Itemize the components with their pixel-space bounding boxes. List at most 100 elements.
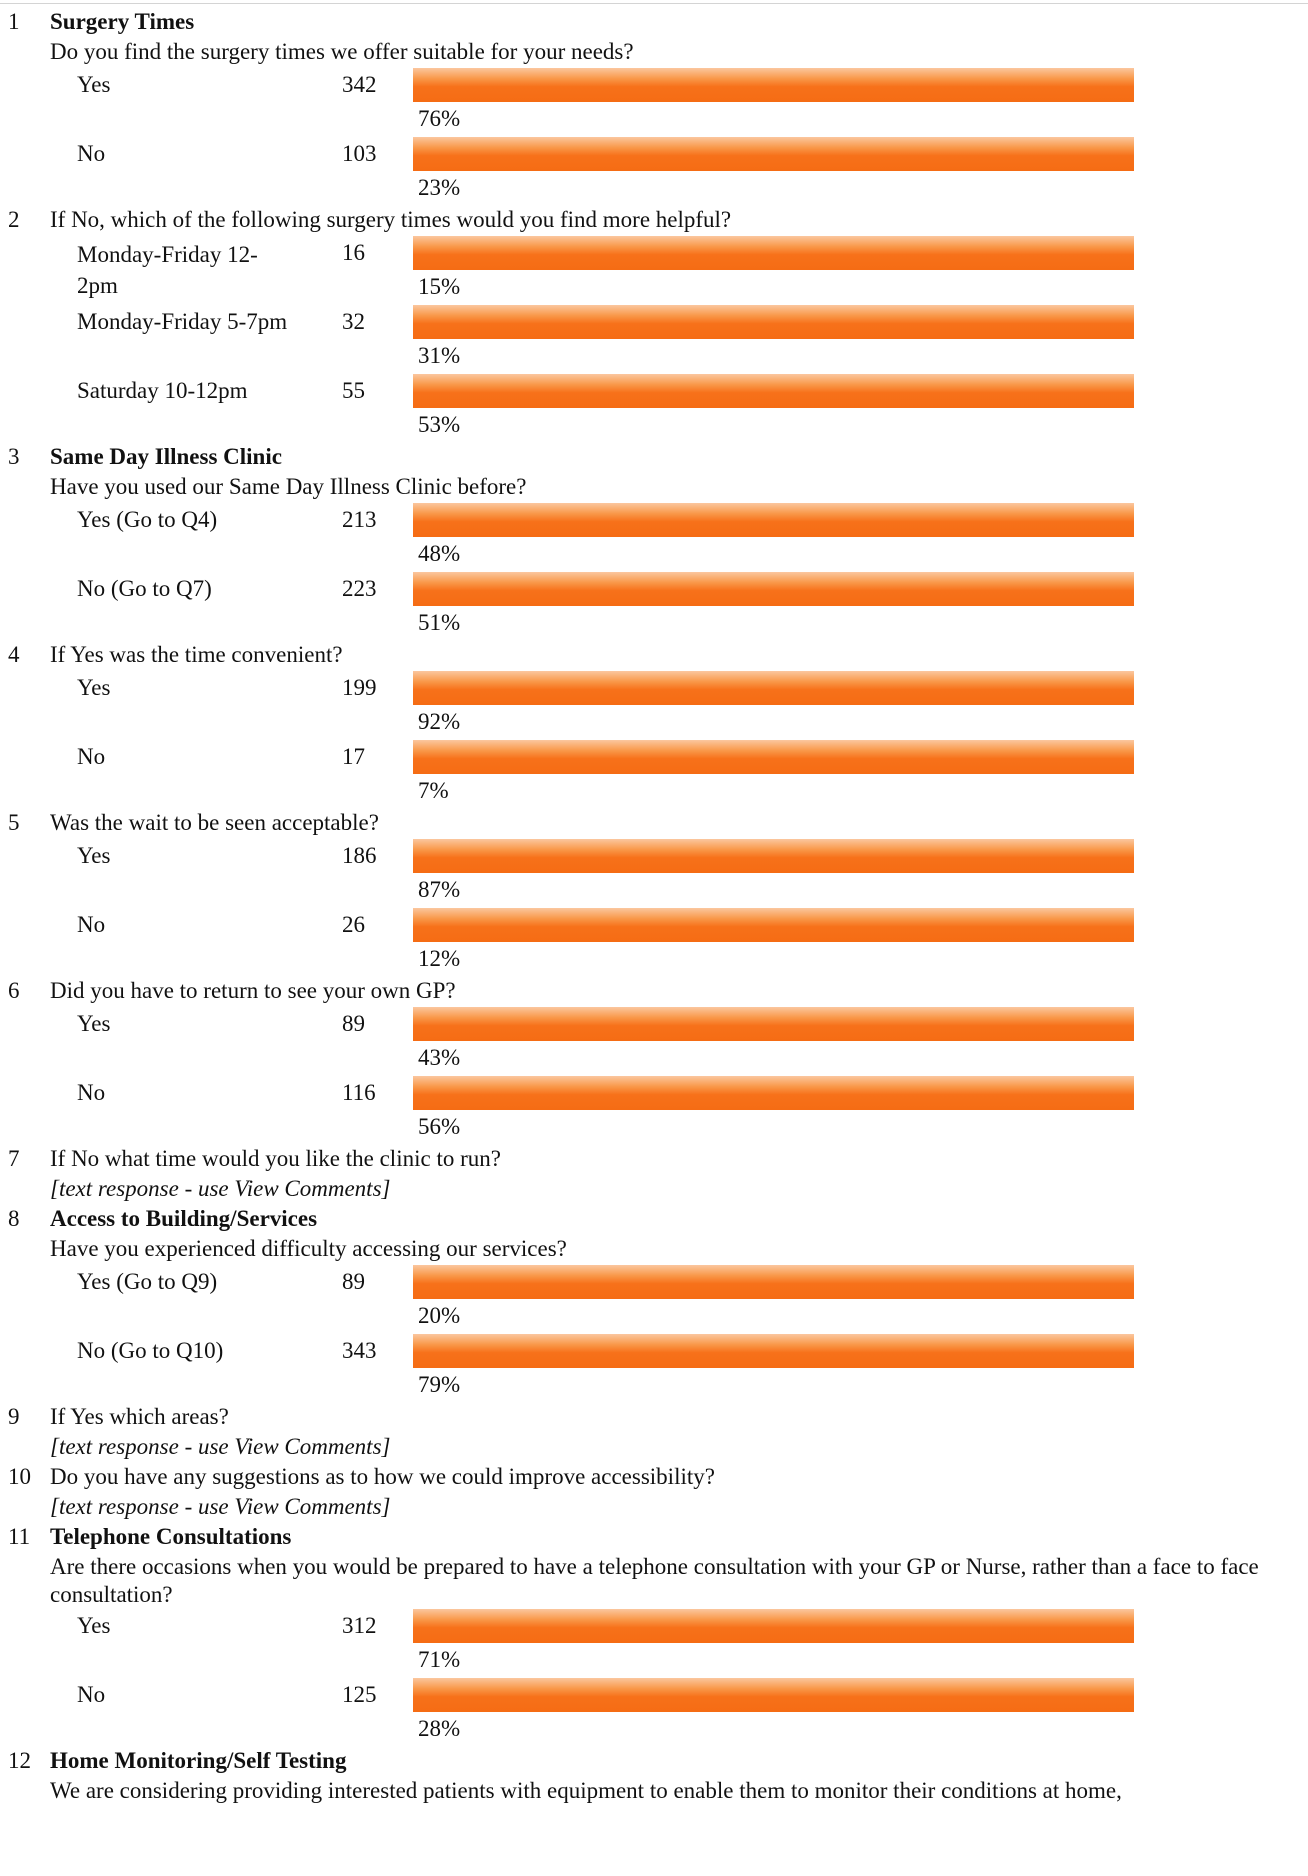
question-9: 9 If Yes which areas? [text response - u… (0, 1403, 1308, 1463)
answer-count: 223 (342, 576, 377, 601)
answer-row: No 17 7% (50, 740, 1308, 809)
question-2: 2 If No, which of the following surgery … (0, 206, 1308, 443)
text-response-note: [text response - use View Comments] (50, 1434, 391, 1459)
answer-percent: 79% (418, 1372, 461, 1397)
question-text: If No what time would you like the clini… (50, 1146, 501, 1171)
question-number: 11 (8, 1524, 31, 1549)
answer-percent: 20% (418, 1303, 461, 1328)
text-response-note: [text response - use View Comments] (50, 1176, 391, 1201)
answer-label: No (77, 1682, 106, 1707)
answer-percent: 71% (418, 1647, 461, 1672)
answer-bar (413, 1678, 1134, 1712)
question-4: 4 If Yes was the time convenient? Yes 19… (0, 641, 1308, 809)
answer-label: Saturday 10-12pm (77, 378, 248, 403)
answer-count: 312 (342, 1613, 377, 1638)
question-text: Do you have any suggestions as to how we… (50, 1464, 715, 1489)
answer-bar (413, 1334, 1134, 1368)
answer-percent: 15% (418, 274, 461, 299)
answer-count: 199 (342, 675, 377, 700)
answer-percent: 87% (418, 877, 461, 902)
answer-percent: 23% (418, 175, 461, 200)
question-title: Telephone Consultations (50, 1524, 292, 1549)
answer-bar (413, 1265, 1134, 1299)
question-number: 8 (8, 1206, 20, 1231)
answer-row: No 103 23% (50, 137, 1308, 206)
answer-row: No (Go to Q10) 343 79% (50, 1334, 1308, 1403)
answer-count: 89 (342, 1011, 365, 1036)
answer-label: No (Go to Q7) (77, 576, 212, 601)
answer-count: 26 (342, 912, 365, 937)
answer-label: Yes (77, 1613, 111, 1638)
question-text: Was the wait to be seen acceptable? (50, 810, 379, 835)
answer-label: Yes (77, 1011, 111, 1036)
answer-bar (413, 1007, 1134, 1041)
question-text: Are there occasions when you would be pr… (50, 1554, 1259, 1607)
question-8: 8 Access to Building/Services Have you e… (0, 1205, 1308, 1403)
question-text: If Yes was the time convenient? (50, 642, 343, 667)
answer-label: No (Go to Q10) (77, 1338, 224, 1363)
question-number: 5 (8, 810, 20, 835)
answer-label: Yes (Go to Q9) (77, 1269, 218, 1294)
answer-row: Monday-Friday 5-7pm 32 31% (50, 305, 1308, 374)
answer-percent: 92% (418, 709, 461, 734)
top-divider (0, 3, 1308, 4)
question-number: 2 (8, 207, 20, 232)
question-number: 3 (8, 444, 20, 469)
question-7: 7 If No what time would you like the cli… (0, 1145, 1308, 1205)
answer-percent: 31% (418, 343, 461, 368)
question-title: Surgery Times (50, 9, 195, 34)
answer-bar (413, 1609, 1134, 1643)
question-number: 12 (8, 1748, 31, 1773)
answer-label: No (77, 1080, 106, 1105)
answer-bar (413, 68, 1134, 102)
answer-count: 186 (342, 843, 377, 868)
answer-percent: 76% (418, 106, 461, 131)
answer-row: Yes (Go to Q4) 213 48% (50, 503, 1308, 572)
answer-label: No (77, 141, 106, 166)
answer-bar (413, 305, 1134, 339)
question-6: 6 Did you have to return to see your own… (0, 977, 1308, 1145)
question-12: 12 Home Monitoring/Self Testing We are c… (0, 1747, 1308, 1807)
question-title: Home Monitoring/Self Testing (50, 1748, 347, 1773)
answer-bar (413, 671, 1134, 705)
answer-row: Yes 312 71% (50, 1609, 1308, 1678)
answer-label: Yes (Go to Q4) (77, 507, 218, 532)
question-number: 9 (8, 1404, 20, 1429)
question-text: Did you have to return to see your own G… (50, 978, 456, 1003)
answer-count: 32 (342, 309, 365, 334)
answer-label: Monday-Friday 12-2pm (77, 242, 258, 298)
answer-percent: 7% (418, 778, 449, 803)
question-text: Have you used our Same Day Illness Clini… (50, 474, 527, 499)
answer-row: Yes 199 92% (50, 671, 1308, 740)
answer-percent: 28% (418, 1716, 461, 1741)
question-10: 10 Do you have any suggestions as to how… (0, 1463, 1308, 1523)
question-1: 1 Surgery Times Do you find the surgery … (0, 8, 1308, 206)
answer-label: No (77, 744, 106, 769)
answer-count: 213 (342, 507, 377, 532)
question-11: 11 Telephone Consultations Are there occ… (0, 1523, 1308, 1747)
answer-percent: 48% (418, 541, 461, 566)
question-number: 4 (8, 642, 20, 667)
answer-row: Monday-Friday 12-2pm 16 15% (50, 236, 1308, 305)
answer-bar (413, 740, 1134, 774)
answer-bar (413, 236, 1134, 270)
answer-row: Saturday 10-12pm 55 53% (50, 374, 1308, 443)
question-text: If Yes which areas? (50, 1404, 229, 1429)
answer-bar (413, 908, 1134, 942)
question-3: 3 Same Day Illness Clinic Have you used … (0, 443, 1308, 641)
answer-count: 55 (342, 378, 365, 403)
answer-row: Yes (Go to Q9) 89 20% (50, 1265, 1308, 1334)
answer-label: Monday-Friday 5-7pm (77, 309, 288, 334)
question-text: If No, which of the following surgery ti… (50, 207, 732, 232)
answer-bar (413, 839, 1134, 873)
text-response-note: [text response - use View Comments] (50, 1494, 391, 1519)
answer-bar (413, 1076, 1134, 1110)
answer-row: Yes 89 43% (50, 1007, 1308, 1076)
question-5: 5 Was the wait to be seen acceptable? Ye… (0, 809, 1308, 977)
question-text: Do you find the surgery times we offer s… (50, 39, 634, 64)
answer-count: 16 (342, 240, 365, 265)
answer-label: Yes (77, 675, 111, 700)
question-title: Same Day Illness Clinic (50, 444, 282, 469)
answer-percent: 43% (418, 1045, 461, 1070)
question-number: 10 (8, 1464, 31, 1489)
